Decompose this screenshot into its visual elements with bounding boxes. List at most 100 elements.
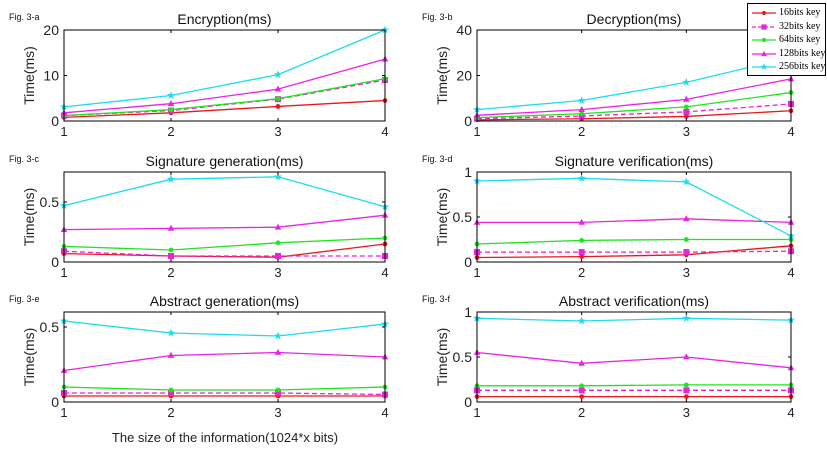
legend-item: 256bits key [748, 60, 825, 74]
x-tick-label: 2 [578, 405, 585, 420]
y-tick-label: 1 [464, 304, 472, 320]
subplot: 1 2 3 4 0 0.5 1 Signature verification(ms) Fig. … [422, 153, 795, 280]
data-point [579, 254, 585, 259]
subplot-title: Signature verification(ms) [555, 153, 714, 169]
data-point [167, 100, 175, 107]
x-tick-label: 3 [683, 265, 690, 280]
data-point [579, 394, 585, 399]
x-tick-label: 4 [381, 405, 388, 420]
figure-label: Fig. 3-a [9, 12, 40, 22]
subplot: 1 2 3 4 0 0.5 Abstract generation(ms) Fig. 3-e T… [9, 293, 389, 420]
series-line [476, 91, 792, 119]
series-line [477, 384, 791, 387]
data-series [474, 387, 794, 394]
figure-label: Fig. 3-c [9, 154, 40, 164]
series-line [476, 238, 791, 245]
y-tick-label: 0 [51, 113, 59, 129]
figure-label: Fig. 3-d [422, 154, 453, 164]
subplot: 1 2 3 4 0 10 20 Encryption(ms) Fig. 3-a Time(ms) [9, 11, 389, 139]
series-line [64, 392, 386, 396]
x-tick-label: 4 [381, 124, 388, 139]
data-point [683, 394, 689, 399]
series-line [476, 245, 792, 259]
data-series [61, 384, 388, 393]
x-tick-label: 4 [787, 124, 794, 139]
data-series [474, 243, 794, 260]
x-tick-label: 4 [787, 405, 794, 420]
legend-swatch [752, 10, 776, 16]
data-point [761, 23, 767, 30]
x-tick-label: 4 [787, 265, 794, 280]
data-point [275, 240, 281, 246]
data-point [577, 96, 586, 104]
figure-label: Fig. 3-f [422, 294, 451, 304]
data-point [275, 253, 281, 259]
data-point [683, 237, 689, 242]
data-point [577, 316, 586, 325]
series-line [63, 214, 386, 231]
legend-label: 64bits key [779, 34, 821, 46]
plot-frame [63, 171, 386, 263]
data-point [168, 107, 174, 113]
legend-label: 16bits key [779, 7, 821, 18]
data-point [760, 63, 768, 71]
data-point [578, 249, 585, 256]
data-point [168, 390, 174, 396]
data-point [579, 111, 585, 117]
legend-label: 32bits key [779, 20, 821, 32]
series-line [477, 250, 792, 253]
series-line [63, 237, 386, 251]
y-tick-label: 0 [51, 254, 59, 270]
figure-label: Fig. 3-e [9, 294, 40, 304]
series-line [63, 29, 386, 108]
data-point [683, 104, 689, 110]
data-series [473, 75, 795, 118]
data-point [682, 177, 691, 186]
data-series [473, 215, 795, 225]
legend: 16bits key 32bits key 64bits key 128bits… [747, 3, 826, 76]
y-tick-label: 0 [464, 394, 472, 410]
data-point [168, 247, 174, 253]
data-point [761, 10, 767, 16]
y-tick-label: 20 [456, 68, 472, 84]
y-tick-label: 20 [43, 22, 59, 38]
series-line [63, 176, 386, 208]
data-point [683, 95, 690, 102]
x-tick-label: 3 [683, 124, 690, 139]
y-tick-label: 0 [464, 113, 472, 129]
y-axis-label: Time(ms) [434, 328, 450, 387]
series-line [476, 110, 792, 121]
subplot-title: Abstract verification(ms) [559, 293, 709, 309]
legend-swatch [752, 23, 776, 30]
data-point [167, 328, 175, 337]
data-series [473, 348, 795, 371]
y-tick-label: 0.5 [453, 349, 473, 365]
data-series [60, 316, 389, 340]
data-point [275, 387, 281, 393]
series-line [63, 58, 386, 114]
y-axis-label: Time(ms) [21, 46, 37, 105]
data-point [577, 174, 586, 182]
series-line [63, 320, 386, 337]
data-series [60, 25, 389, 111]
data-point [167, 351, 175, 358]
data-series [60, 172, 389, 211]
x-tick-label: 1 [473, 405, 480, 420]
subplot-title: Signature generation(ms) [146, 153, 304, 169]
data-series [60, 211, 389, 232]
series-line [477, 218, 792, 224]
data-point [168, 253, 174, 259]
data-series [474, 394, 794, 399]
data-point [168, 387, 174, 393]
plot-frame [63, 311, 386, 403]
legend-label: 256bits key [779, 61, 826, 73]
x-tick-label: 1 [473, 124, 480, 139]
series-line [476, 103, 792, 120]
data-series [474, 382, 794, 389]
data-point [274, 85, 282, 92]
subplot: 1 2 3 4 0 0.5 Signature generation(ms) Fig. 3-c… [9, 153, 389, 280]
x-tick-label: 2 [578, 265, 585, 280]
